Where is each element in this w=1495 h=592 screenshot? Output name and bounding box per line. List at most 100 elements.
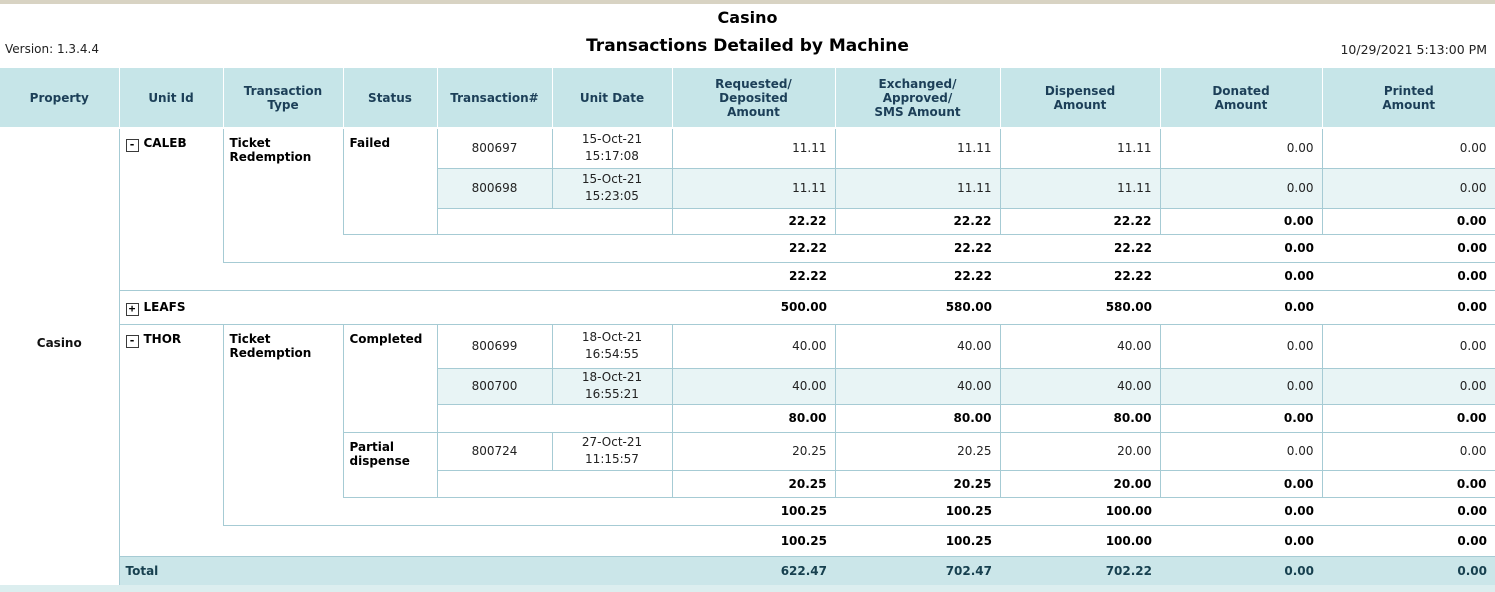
amount-cell: 11.11 [999, 167, 1161, 209]
unit-subtotal-row: 22.22 22.22 22.22 0.00 0.00 [0, 262, 1495, 291]
amount-cell: 20.00 [999, 431, 1161, 471]
amount-cell: 40.00 [999, 367, 1161, 405]
collapse-toggle-icon[interactable]: - [125, 334, 139, 348]
amount-cell: 40.00 [834, 323, 1001, 369]
transaction-number-cell: 800724 [436, 431, 553, 471]
report-titles: Casino Transactions Detailed by Machine [0, 8, 1495, 56]
subtotal-amount-cell: 0.00 [1321, 469, 1495, 498]
subtotal-spacer [223, 525, 672, 557]
total-amount-cell: 0.00 [1160, 555, 1322, 585]
subtotal-spacer [343, 497, 672, 526]
unit-date-cell: 18-Oct-21 16:54:55 [551, 323, 673, 369]
subtotal-amount-cell: 0.00 [1159, 403, 1323, 433]
amount-cell: 0.00 [1159, 323, 1323, 369]
bottom-border-strip [0, 585, 1495, 592]
top-border-strip [0, 0, 1495, 4]
type-subtotal-row: 22.22 22.22 22.22 0.00 0.00 [0, 234, 1495, 263]
subtotal-amount-cell: 0.00 [1160, 525, 1322, 557]
col-header-unit-date: Unit Date [551, 68, 672, 129]
table-row: 800698 15-Oct-21 15:23:05 11.11 11.11 11… [0, 167, 1495, 209]
amount-cell: 0.00 [1321, 431, 1495, 471]
subtotal-amount-cell: 100.25 [835, 525, 1000, 557]
amount-cell: 0.00 [1159, 127, 1323, 169]
subtotal-spacer [436, 469, 673, 498]
unit-caleb-cell: - CALEB [118, 128, 223, 291]
subtotal-spacer [223, 262, 672, 291]
subtotal-amount-cell: 20.25 [671, 469, 836, 498]
col-header-transaction-number: Transaction# [436, 68, 552, 129]
transaction-number-cell: 800700 [436, 367, 553, 405]
col-header-transaction-type: Transaction Type [222, 68, 343, 129]
total-amount-cell: 702.22 [1000, 555, 1160, 585]
subtotal-amount-cell: 100.00 [1000, 497, 1160, 526]
amount-cell: 20.25 [834, 431, 1001, 471]
table-row: Partial dispense 800724 27-Oct-21 11:15:… [0, 431, 1495, 498]
amount-cell: 11.11 [671, 127, 836, 169]
subtotal-amount-cell: 0.00 [1322, 525, 1495, 557]
amount-cell: 0.00 [1159, 431, 1323, 471]
subtotal-amount-cell: 0.00 [1322, 290, 1495, 325]
transactions-table: Property Unit Id Transaction Type Status… [0, 68, 1495, 585]
report-header: Version: 1.3.4.4 Casino Transactions Det… [0, 4, 1495, 68]
subtotal-amount-cell: 100.25 [835, 497, 1000, 526]
col-header-requested-amount: Requested/ Deposited Amount [671, 68, 835, 129]
subtotal-amount-cell: 0.00 [1160, 234, 1322, 263]
subtotal-amount-cell: 0.00 [1322, 497, 1495, 526]
table-row: 800700 18-Oct-21 16:55:21 40.00 40.00 40… [0, 367, 1495, 405]
subtotal-amount-cell: 580.00 [835, 290, 1000, 325]
amount-cell: 11.11 [999, 127, 1161, 169]
subtotal-amount-cell: 0.00 [1160, 497, 1322, 526]
status-cell: Completed [342, 324, 437, 433]
status-cell: Partial dispense [342, 432, 437, 498]
unit-date-cell: 27-Oct-21 11:15:57 [551, 431, 673, 471]
subtotal-amount-cell: 0.00 [1321, 403, 1495, 433]
collapse-toggle-icon[interactable]: - [125, 139, 139, 152]
unit-date-cell: 18-Oct-21 16:55:21 [551, 367, 673, 405]
amount-cell: 0.00 [1159, 167, 1323, 209]
status-subtotal-row: 20.25 20.25 20.00 0.00 0.00 [0, 469, 1495, 498]
subtotal-amount-cell: 22.22 [999, 207, 1161, 235]
col-header-property: Property [0, 68, 119, 129]
version-label: Version: 1.3.4.4 [5, 42, 99, 56]
report-title: Casino [717, 8, 778, 27]
col-header-dispensed-amount: Dispensed Amount [999, 68, 1160, 129]
total-row-spacer [0, 556, 119, 585]
subtotal-amount-cell: 22.22 [671, 207, 836, 235]
status-cell: Failed [342, 128, 437, 235]
amount-cell: 0.00 [1159, 367, 1323, 405]
unit-collapsed-row: + LEAFS 500.00 580.00 580.00 0.00 0.00 [0, 290, 1495, 325]
type-subtotal-row: 100.25 100.25 100.00 0.00 0.00 [0, 497, 1495, 526]
subtotal-amount-cell: 0.00 [1160, 262, 1322, 291]
grand-total-row: Total 622.47 702.47 702.22 0.00 0.00 [0, 555, 1495, 585]
table-row: Casino - CALEB Ticket Redemption Failed 8… [0, 127, 1495, 350]
col-header-unit-id: Unit Id [118, 68, 223, 129]
col-header-donated-amount: Donated Amount [1159, 68, 1322, 129]
amount-cell: 40.00 [834, 367, 1001, 405]
expand-toggle-icon[interactable]: + [125, 302, 139, 316]
amount-cell: 11.11 [834, 127, 1001, 169]
subtotal-amount-cell: 80.00 [671, 403, 836, 433]
amount-cell: 40.00 [671, 323, 836, 369]
transaction-number-cell: 800697 [436, 127, 553, 169]
amount-cell: 0.00 [1321, 127, 1495, 169]
subtotal-amount-cell: 22.22 [835, 234, 1000, 263]
subtotal-spacer [436, 207, 673, 235]
status-subtotal-row: 22.22 22.22 22.22 0.00 0.00 [0, 207, 1495, 235]
property-cell: Casino [36, 335, 82, 350]
status-subtotal-row: 80.00 80.00 80.00 0.00 0.00 [0, 403, 1495, 433]
col-header-exchanged-amount: Exchanged/ Approved/ SMS Amount [834, 68, 1000, 129]
subtotal-amount-cell: 0.00 [1159, 207, 1323, 235]
subtotal-spacer [436, 403, 673, 433]
unit-date-cell: 15-Oct-21 15:17:08 [551, 127, 673, 169]
report-datetime: 10/29/2021 5:13:00 PM [1340, 42, 1487, 57]
header-row: Property Unit Id Transaction Type Status… [0, 68, 1495, 129]
amount-cell: 0.00 [1321, 367, 1495, 405]
subtotal-amount-cell: 100.00 [1000, 525, 1160, 557]
total-amount-cell: 0.00 [1322, 555, 1495, 585]
subtotal-amount-cell: 0.00 [1160, 290, 1322, 325]
unit-thor-cell: - THOR [118, 324, 223, 557]
amount-cell: 40.00 [999, 323, 1161, 369]
subtotal-amount-cell: 22.22 [672, 234, 835, 263]
unit-label: THOR [143, 331, 182, 346]
unit-leafs-cell: + LEAFS [118, 290, 223, 325]
